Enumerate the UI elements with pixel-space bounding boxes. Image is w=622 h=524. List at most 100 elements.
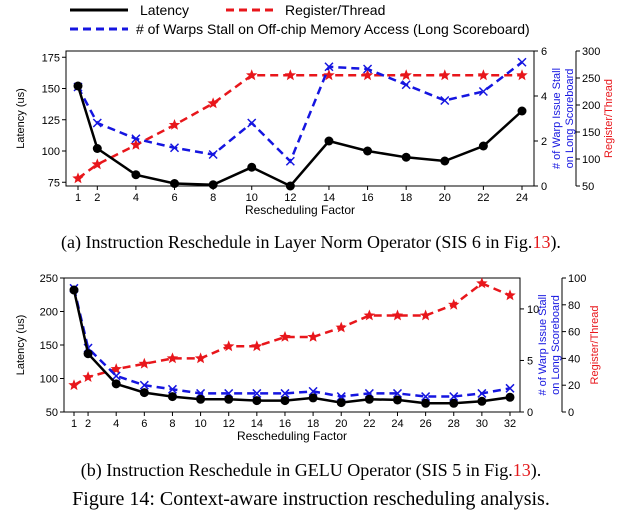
caption-b-text: (b) Instruction Reschedule in GELU Opera… <box>80 460 513 480</box>
chart-b-xtick-label: 18 <box>307 418 319 430</box>
chart-b-y2label-line: on Long Scoreboard <box>550 295 562 395</box>
chart-b-y2label-line: # of Warp Issue Stall <box>537 294 549 395</box>
chart-b-y3tick-label: 40 <box>568 353 580 365</box>
chart-a-latency-point <box>131 170 141 180</box>
chart-a-xtick-label: 24 <box>516 192 528 204</box>
chart-b-xtick-label: 22 <box>363 418 375 430</box>
caption-a-text: (a) Instruction Reschedule in Layer Norm… <box>61 232 533 252</box>
chart-a-register-point <box>207 97 219 109</box>
chart-b-xtick-label: 2 <box>85 418 91 430</box>
chart-b-register-point <box>419 309 432 321</box>
chart-a-warps-point <box>440 95 450 106</box>
chart-a-latency-point <box>73 81 83 91</box>
chart-a-xtick-label: 14 <box>323 192 335 204</box>
chart-b-warps-point <box>392 388 403 398</box>
chart-b-y3label: Register/Thread <box>589 306 601 385</box>
chart-a-register-point <box>168 119 181 130</box>
chart-b-xtick-label: 32 <box>504 418 516 430</box>
chart-a-warps-point <box>92 118 102 128</box>
chart-b: 1 2 4 6 8 10 12 14 16 18 20 22 24 26 28 30 32Reschedulin… <box>15 273 601 443</box>
chart-b-latency-point <box>69 285 79 295</box>
chart-a-warps-point <box>401 80 411 90</box>
chart-b-warps-point <box>308 386 318 396</box>
chart-a-y3label: Register/Thread <box>603 79 615 158</box>
chart-a-register-line <box>77 74 522 180</box>
chart-b-warps-line <box>72 288 511 398</box>
caption-a-end: ). <box>550 232 561 252</box>
chart-b-xtick-label: 30 <box>476 418 488 430</box>
chart-b-register-point <box>279 331 291 342</box>
chart-b-warps-point <box>139 380 149 390</box>
chart-a-xtick-label: 10 <box>246 192 258 204</box>
chart-a-xtick-label: 8 <box>210 192 216 204</box>
chart-a-register-point <box>516 69 528 81</box>
chart-b-xtick-label: 10 <box>194 418 206 430</box>
caption-b: (b) Instruction Reschedule in GELU Opera… <box>0 460 622 481</box>
chart-b-warps-point <box>477 388 487 398</box>
chart-b-register-point <box>223 340 235 352</box>
chart-a-y2label-line: on Long Scoreboard <box>564 69 576 169</box>
chart-b-xtick-label: 1 <box>71 418 77 430</box>
chart-b-register-point <box>335 321 347 333</box>
chart-b-latency-point <box>308 393 318 403</box>
chart-b-latency-point <box>421 398 431 408</box>
chart-a-latency-point <box>517 106 527 116</box>
chart-a-ylabel: Latency (us) <box>15 88 27 149</box>
chart-b-register-point <box>194 352 207 364</box>
chart-b-xtick-label: 24 <box>391 418 403 430</box>
chart-a-y2tick-label: 6 <box>541 46 547 58</box>
chart-a-register-point <box>91 158 103 170</box>
chart-a-register-point <box>246 69 258 81</box>
caption-b-ref[interactable]: 13 <box>512 460 531 480</box>
chart-b-latency-point <box>252 396 262 406</box>
chart-b-xtick-label: 4 <box>113 418 119 430</box>
chart-a-latency-point <box>92 144 102 153</box>
chart-b-warps-point <box>111 371 121 381</box>
chart-a-warps-point <box>169 143 180 153</box>
chart-b-xtick-label: 6 <box>141 418 147 430</box>
chart-a-xtick-label: 18 <box>400 192 412 204</box>
chart-a-register-point <box>477 69 490 81</box>
caption-a-ref[interactable]: 13 <box>532 232 551 252</box>
chart-b-latency-point <box>224 394 234 404</box>
chart-a-warps-point <box>131 134 141 144</box>
chart-b-register-point <box>504 289 516 301</box>
chart-b-register-point <box>82 371 94 382</box>
chart-b-y2label: # of Warp Issue Stallon Long Scoreboard <box>537 294 562 395</box>
chart-b-register-point <box>476 277 488 289</box>
chart-a-latency-point <box>285 181 295 191</box>
chart-b-y2tick-label: 0 <box>527 407 533 419</box>
chart-a-register-point <box>130 139 142 150</box>
chart-b-latency-point <box>392 395 402 405</box>
chart-a-xtick-label: 12 <box>284 192 296 204</box>
chart-a-warps-point <box>478 86 488 97</box>
chart-a-register-point <box>323 69 335 81</box>
chart-b-register-point <box>110 363 122 374</box>
chart-b-latency-point <box>280 396 290 406</box>
chart-a-y2label: # of Warp Issue Stallon Long Scoreboard <box>551 68 576 169</box>
chart-a-ytick-label: 150 <box>42 84 60 96</box>
chart-a-y3tick-label: 50 <box>582 181 594 193</box>
figure-canvas: Latency Register/Thread # of Warps Stall… <box>15 2 615 443</box>
chart-b-ytick-label: 200 <box>40 307 58 319</box>
chart-a-xlabel: Rescheduling Factor <box>245 203 355 217</box>
chart-a-latency-point <box>440 156 450 166</box>
chart-a-warps-point <box>363 64 373 74</box>
chart-b-register-line <box>73 281 511 387</box>
chart-a-ytick-label: 100 <box>42 146 60 158</box>
chart-b-warps-point <box>505 383 515 393</box>
chart-b-latency-point <box>83 349 93 359</box>
chart-a-register-point <box>361 69 374 81</box>
chart-b-register-point <box>448 298 460 310</box>
chart-a-y2tick-label: 4 <box>541 91 547 103</box>
chart-a-y2tick-label: 0 <box>541 181 547 193</box>
chart-b-register-point <box>251 340 263 352</box>
chart-a-register-point <box>400 69 412 81</box>
chart-b-latency-point <box>167 392 177 402</box>
caption-b-end: ). <box>530 460 542 480</box>
legend-register-label: Register/Thread <box>285 2 385 18</box>
chart-a-latency-point <box>170 179 180 188</box>
chart-a-warps-point <box>247 118 257 128</box>
chart-a-xtick-label: 22 <box>477 192 489 204</box>
